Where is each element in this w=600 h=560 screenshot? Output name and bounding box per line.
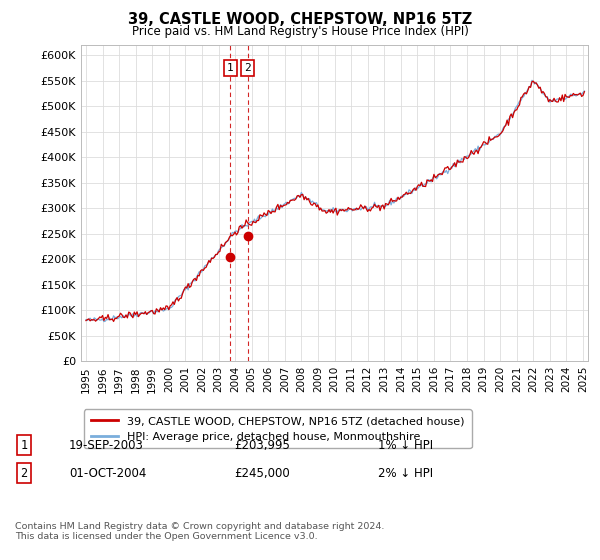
Text: £245,000: £245,000	[234, 466, 290, 480]
Legend: 39, CASTLE WOOD, CHEPSTOW, NP16 5TZ (detached house), HPI: Average price, detach: 39, CASTLE WOOD, CHEPSTOW, NP16 5TZ (det…	[84, 409, 472, 449]
Text: 01-OCT-2004: 01-OCT-2004	[69, 466, 146, 480]
Text: Price paid vs. HM Land Registry's House Price Index (HPI): Price paid vs. HM Land Registry's House …	[131, 25, 469, 38]
Text: 39, CASTLE WOOD, CHEPSTOW, NP16 5TZ: 39, CASTLE WOOD, CHEPSTOW, NP16 5TZ	[128, 12, 472, 27]
Text: 2% ↓ HPI: 2% ↓ HPI	[378, 466, 433, 480]
Text: 1% ↓ HPI: 1% ↓ HPI	[378, 438, 433, 452]
Text: 1: 1	[227, 63, 234, 73]
Text: Contains HM Land Registry data © Crown copyright and database right 2024.
This d: Contains HM Land Registry data © Crown c…	[15, 522, 385, 542]
Text: 19-SEP-2003: 19-SEP-2003	[69, 438, 144, 452]
Text: 1: 1	[20, 438, 28, 452]
Text: 2: 2	[244, 63, 251, 73]
Text: 2: 2	[20, 466, 28, 480]
Text: £203,995: £203,995	[234, 438, 290, 452]
